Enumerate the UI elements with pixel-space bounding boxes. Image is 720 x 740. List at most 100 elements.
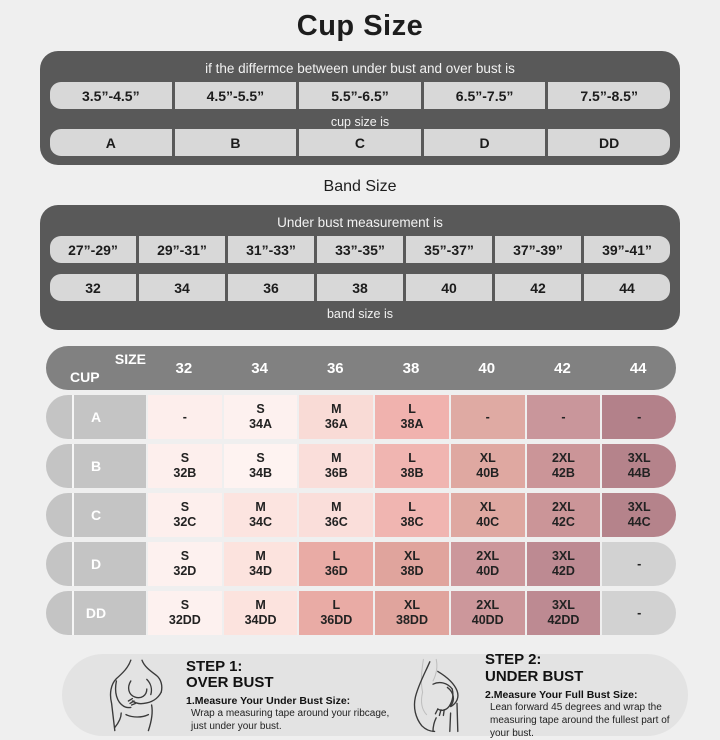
band-number-cell: 38 <box>317 274 403 301</box>
matrix-cell: - <box>526 395 601 439</box>
matrix-col-header: 34 <box>251 359 268 377</box>
cup-letter-cell: B <box>174 129 297 156</box>
page-title: Cup Size <box>296 10 424 42</box>
matrix-col-header: 32 <box>175 359 193 377</box>
cup-range-cell: 4.5”-5.5” <box>174 82 297 109</box>
step-2-label: STEP 2: <box>485 651 542 669</box>
matrix-cell: 2XL 42C <box>526 493 601 537</box>
matrix-cell: XL 38D <box>375 542 449 586</box>
step-1-name: OVER BUST <box>186 674 274 691</box>
matrix-row: C S 32C M 34C M 36C L 38C XL 40C 2XL 42C 3XL 44C <box>46 493 677 537</box>
band-range-cell: 33”-35” <box>317 236 403 263</box>
step-1-text: STEP 1: OVER BUST 1.Measure Your Under B… <box>180 657 395 733</box>
matrix-cell: 3XL 44C <box>602 493 677 537</box>
matrix-col-header: 36 <box>326 359 344 377</box>
band-number-cell: 44 <box>584 274 670 301</box>
matrix-row: A - S 34A M 36A L 38A - - - <box>46 395 677 439</box>
step-2-name: UNDER BUST <box>485 667 584 685</box>
cup-letter-cell: A <box>50 129 172 156</box>
matrix-cell: S 32B <box>148 444 222 488</box>
matrix-corner: SIZE CUP <box>46 346 146 390</box>
matrix-cell: 3XL 44B <box>602 444 677 488</box>
cup-difference-row: 3.5”-4.5” 4.5”-5.5” 5.5”-6.5” 6.5”-7.5” 7.5”… <box>50 82 670 109</box>
cup-size-panel: if the differmce between under bust and … <box>40 51 680 165</box>
step-1-body: Wrap a measuring tape around your ribcag… <box>191 708 390 733</box>
cup-panel-header: if the differmce between under bust and … <box>205 61 515 76</box>
cup-range-cell: 5.5”-6.5” <box>299 82 421 109</box>
matrix-col-header: 42 <box>554 359 571 377</box>
cup-letter-cell: D <box>423 129 546 156</box>
step-1-subtitle: 1.Measure Your Under Bust Size: <box>186 695 351 708</box>
matrix-cell: M 36A <box>299 395 374 439</box>
band-panel-header: Under bust measurement is <box>277 215 443 230</box>
band-size-title: Band Size <box>323 178 397 195</box>
band-range-cell: 39”-41” <box>584 236 670 263</box>
matrix-cell: - <box>148 395 222 439</box>
matrix-cell: M 34C <box>223 493 298 537</box>
matrix-cell: S 32D <box>148 542 222 586</box>
step-2-title: STEP 2: UNDER BUST <box>485 652 690 684</box>
matrix-cell: L 36DD <box>299 591 374 635</box>
matrix-row-label: DD <box>46 591 146 635</box>
matrix-cell: XL 40C <box>450 493 525 537</box>
band-number-cell: 34 <box>139 274 225 301</box>
matrix-cell: - <box>602 591 677 635</box>
matrix-cell: M 34DD <box>223 591 298 635</box>
matrix-cell: 2XL 42B <box>526 444 601 488</box>
matrix-cell: - <box>450 395 525 439</box>
band-size-is-label: band size is <box>326 307 393 321</box>
corner-cup-label: CUP <box>70 369 100 385</box>
size-matrix: SIZE CUP 32 34 36 38 40 42 44 A - S 34A M 36A L 38A - -… <box>46 346 677 635</box>
matrix-cell: M 36C <box>299 493 374 537</box>
band-number-row: 32 34 36 38 40 42 44 <box>50 274 670 301</box>
band-size-panel: Under bust measurement is 27”-29” 29”-31”… <box>40 205 680 330</box>
corner-size-label: SIZE <box>114 351 146 367</box>
band-range-cell: 27”-29” <box>50 236 136 263</box>
matrix-row: B S 32B S 34B M 36B L 38B XL 40B 2XL 42B 3XL 44B <box>46 444 677 488</box>
matrix-col-header: 38 <box>402 359 420 377</box>
step-2-body: Lean forward 45 degrees and wrap the mea… <box>490 701 670 739</box>
matrix-cell: L 38C <box>375 493 449 537</box>
underbust-range-row: 27”-29” 29”-31” 31”-33” 33”-35” 35”-37” 37”-3… <box>50 236 670 263</box>
matrix-row: D S 32D M 34D L 36D XL 38D 2XL 40D 3XL 42D - <box>46 542 677 586</box>
matrix-cell: L 38B <box>375 444 449 488</box>
matrix-cell: 3XL 42D <box>526 542 601 586</box>
matrix-row-label: C <box>46 493 146 537</box>
cup-range-cell: 6.5”-7.5” <box>423 82 546 109</box>
band-range-cell: 35”-37” <box>406 236 492 263</box>
matrix-col-header: 44 <box>629 359 647 377</box>
matrix-cell: L 38A <box>375 395 449 439</box>
matrix-cell: XL 40B <box>450 444 525 488</box>
band-range-cell: 31”-33” <box>228 236 314 263</box>
matrix-cell: S 34B <box>223 444 298 488</box>
band-number-cell: 40 <box>406 274 492 301</box>
cup-letter-cell: C <box>299 129 421 156</box>
band-number-cell: 36 <box>228 274 314 301</box>
band-number-cell: 42 <box>495 274 581 301</box>
matrix-cell: XL 38DD <box>375 591 449 635</box>
band-range-cell: 37”-39” <box>495 236 581 263</box>
step-2-subtitle: 2.Measure Your Full Bust Size: <box>485 688 638 701</box>
matrix-body: A - S 34A M 36A L 38A - - - B S 32B S 34B M 36B L 38B XL 40B 2… <box>46 395 677 635</box>
size-chart-page: Cup Size if the differmce between under … <box>0 10 720 739</box>
overbust-figure-illustration <box>96 657 180 733</box>
matrix-cell: M 34D <box>223 542 298 586</box>
cup-range-cell: 7.5”-8.5” <box>548 82 670 109</box>
step-2-text: STEP 2: UNDER BUST 2.Measure Your Full B… <box>479 650 694 739</box>
matrix-cell: 2XL 40D <box>450 542 525 586</box>
band-range-cell: 29”-31” <box>139 236 225 263</box>
matrix-cell: S 32DD <box>148 591 222 635</box>
measure-steps-panel: STEP 1: OVER BUST 1.Measure Your Under B… <box>62 652 688 739</box>
matrix-col-header: 40 <box>478 359 496 377</box>
underbust-figure-illustration <box>395 657 479 733</box>
matrix-cell: S 32C <box>148 493 222 537</box>
step-1-title: STEP 1: OVER BUST <box>186 658 391 691</box>
matrix-row: DD S 32DD M 34DD L 36DD XL 38DD 2XL 40DD 3XL 42DD - <box>46 591 677 635</box>
matrix-cell: 3XL 42DD <box>526 591 601 635</box>
cup-range-cell: 3.5”-4.5” <box>50 82 172 109</box>
matrix-cell: L 36D <box>299 542 374 586</box>
matrix-header: SIZE CUP 32 34 36 38 40 42 44 <box>46 346 676 390</box>
matrix-row-label: A <box>46 395 146 439</box>
cup-letter-cell: DD <box>548 129 670 156</box>
matrix-cell: M 36B <box>299 444 374 488</box>
